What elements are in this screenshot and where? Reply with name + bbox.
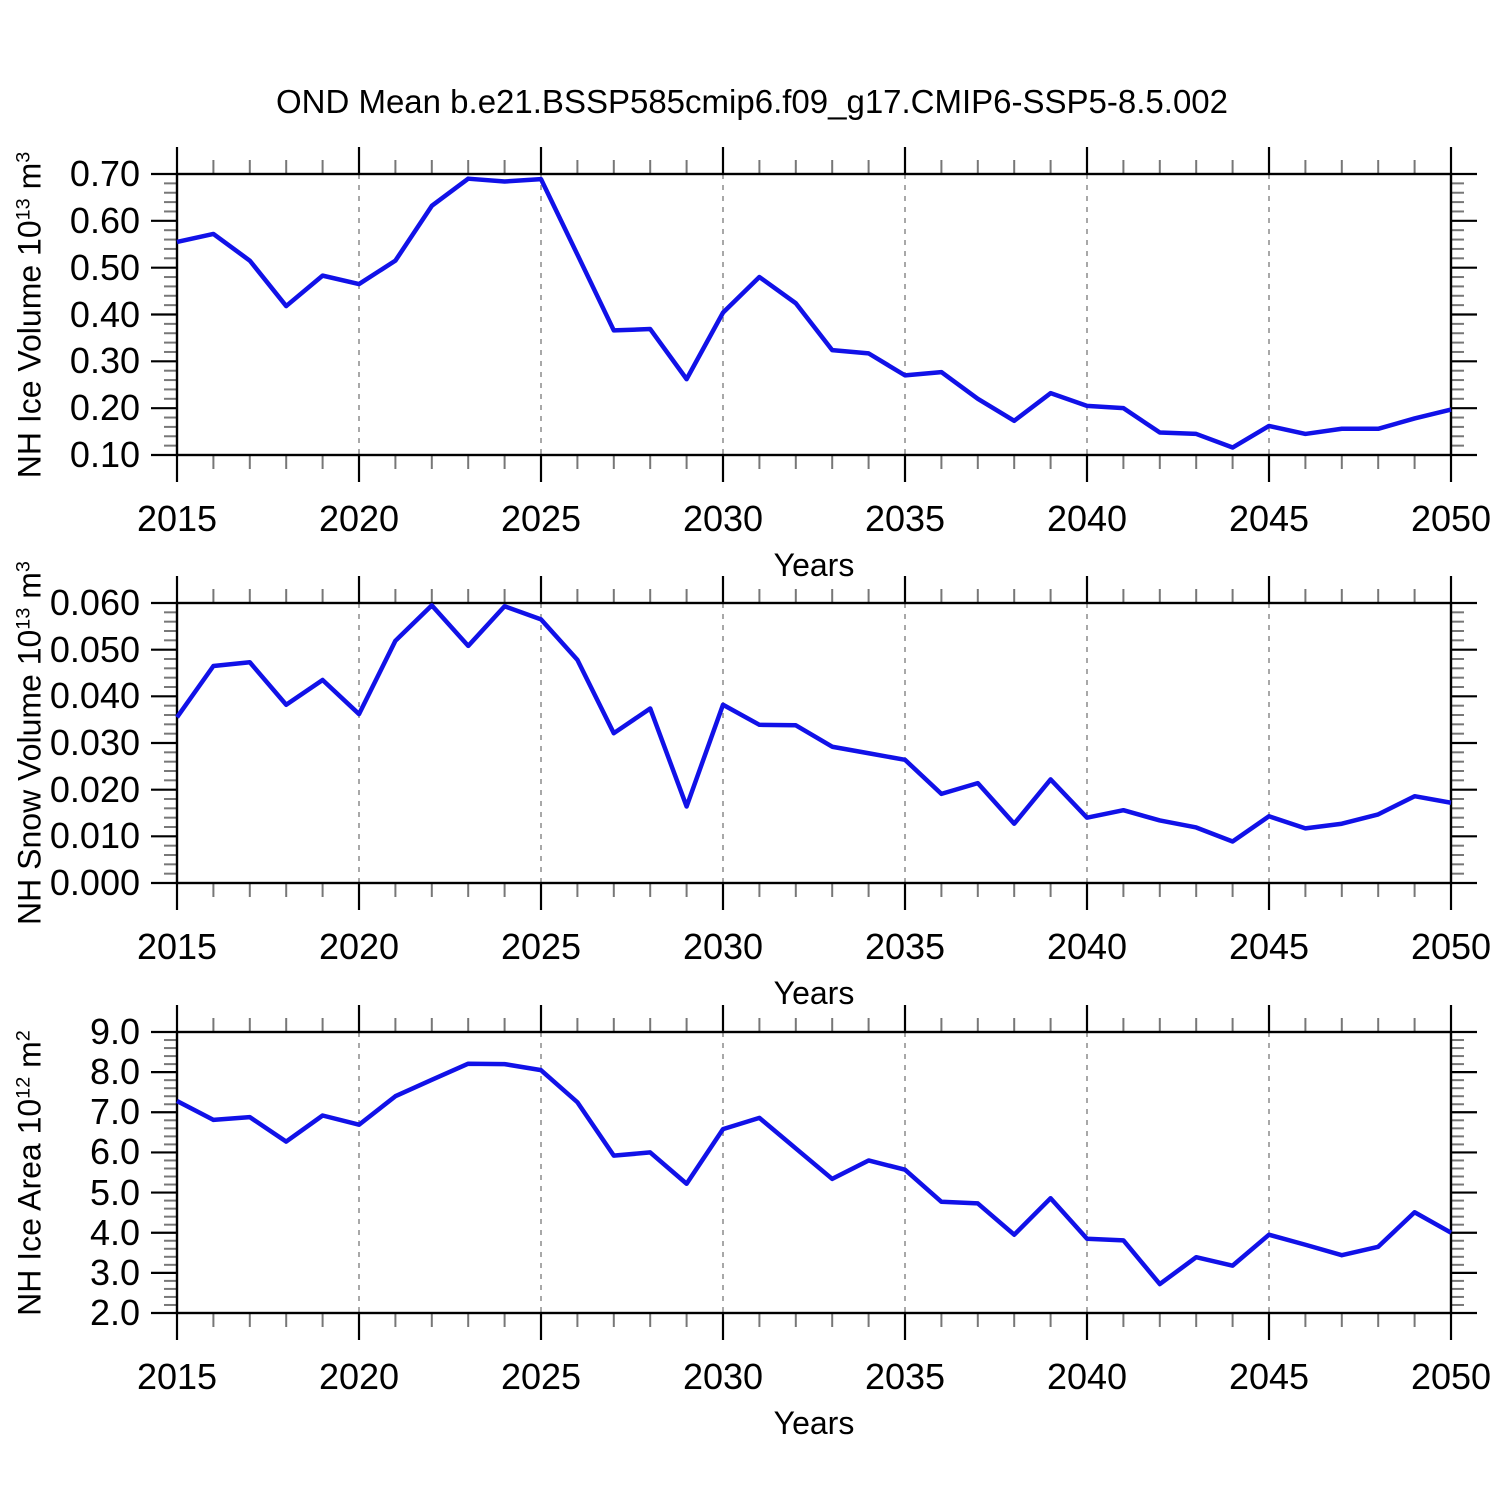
y-tick-label: 4.0	[89, 1211, 140, 1253]
x-tick-label: 2020	[318, 1356, 400, 1397]
y-tick-label: 0.60	[69, 199, 140, 241]
y-axis-title: NH Ice Area 1012 m2	[11, 1029, 48, 1316]
x-tick-label: 2025	[500, 1356, 582, 1397]
x-axis-title: Years	[773, 1405, 855, 1441]
x-tick-label: 2050	[1410, 926, 1492, 967]
x-tick-label: 2020	[318, 498, 400, 539]
y-tick-label: 0.70	[69, 153, 140, 194]
x-tick-label: 2030	[682, 926, 764, 967]
x-tick-label: 2030	[682, 498, 764, 539]
y-tick-label: 0.030	[49, 722, 140, 763]
x-tick-label: 2045	[1228, 498, 1310, 539]
x-tick-label: 2025	[500, 498, 582, 539]
y-tick-label: 7.0	[89, 1091, 140, 1133]
x-tick-label: 2045	[1228, 1356, 1310, 1397]
x-tick-label: 2035	[864, 498, 946, 539]
y-tick-label: 6.0	[89, 1131, 140, 1173]
chart-title: OND Mean b.e21.BSSP585cmip6.f09_g17.CMIP…	[275, 83, 1229, 120]
y-tick-label: 0.30	[69, 340, 140, 382]
x-axis-title: Years	[773, 547, 855, 583]
x-tick-label: 2040	[1046, 926, 1128, 967]
nh-ice-volume-line	[176, 176, 1452, 450]
x-axis-title: Years	[773, 975, 855, 1011]
nh-ice-area-line	[175, 1061, 1453, 1287]
x-tick-label: 2020	[318, 926, 400, 967]
y-axis-title: NH Ice Volume 1013 m3	[11, 151, 48, 478]
y-tick-label: 0.020	[49, 768, 140, 810]
y-tick-label: 0.20	[69, 387, 140, 429]
y-axis-title: NH Snow Volume 1013 m3	[11, 561, 48, 925]
x-tick-label: 2040	[1046, 498, 1128, 539]
y-tick-label: 8.0	[89, 1051, 140, 1093]
y-tick-label: 5.0	[89, 1171, 140, 1213]
y-tick-label: 0.040	[49, 675, 140, 717]
nh-snow-volume-line	[175, 603, 1452, 844]
y-tick-label: 0.10	[69, 434, 140, 475]
x-tick-label: 2050	[1410, 1356, 1492, 1397]
y-tick-label: 9.0	[89, 1011, 140, 1052]
y-tick-label: 0.060	[49, 582, 140, 623]
x-tick-label: 2015	[136, 1356, 218, 1397]
x-tick-label: 2035	[864, 926, 946, 967]
x-tick-label: 2050	[1410, 498, 1492, 539]
y-tick-label: 2.0	[89, 1292, 140, 1333]
y-tick-label: 0.40	[69, 293, 140, 335]
y-tick-label: 0.010	[49, 815, 140, 857]
x-tick-label: 2040	[1046, 1356, 1128, 1397]
y-tick-label: 0.000	[49, 862, 140, 903]
x-tick-label: 2015	[136, 498, 218, 539]
x-tick-label: 2025	[500, 926, 582, 967]
x-tick-label: 2030	[682, 1356, 764, 1397]
y-tick-label: 0.050	[49, 628, 140, 670]
y-tick-label: 0.50	[69, 246, 140, 288]
y-tick-label: 3.0	[89, 1251, 140, 1293]
x-tick-label: 2045	[1228, 926, 1310, 967]
x-tick-label: 2015	[136, 926, 218, 967]
x-tick-label: 2035	[864, 1356, 946, 1397]
